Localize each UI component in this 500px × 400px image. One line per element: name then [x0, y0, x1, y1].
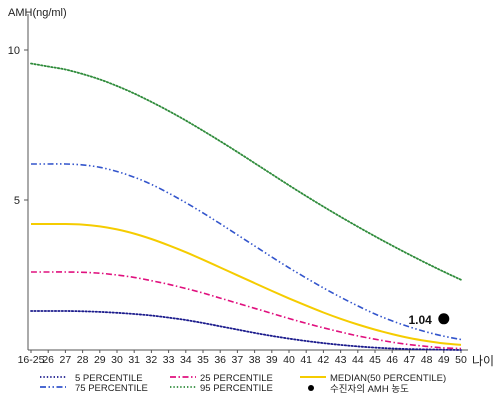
x-tick-label: 50 — [455, 354, 467, 366]
x-tick-label: 46 — [386, 354, 398, 366]
x-tick-label: 27 — [60, 354, 72, 366]
patient-amh-point — [438, 313, 450, 325]
x-tick-label: 31 — [128, 354, 140, 366]
x-tick-label: 40 — [283, 354, 295, 366]
series-lines — [30, 62, 462, 351]
x-tick-label: 36 — [214, 354, 226, 366]
legend-item-patient-swatch — [308, 385, 314, 391]
series-line-25 — [31, 271, 462, 350]
x-tick-label: 45 — [369, 354, 381, 366]
x-tick-label: 43 — [335, 354, 347, 366]
x-tick-label: 35 — [197, 354, 209, 366]
series-line-median — [31, 222, 462, 346]
x-tick-label: 39 — [266, 354, 278, 366]
x-tick-label: 30 — [111, 354, 123, 366]
series-line-75 — [31, 163, 462, 341]
x-tick-label: 47 — [404, 354, 416, 366]
patient-amh-label: 1.04 — [408, 313, 432, 327]
legend-item-median-label: MEDIAN(50 PERCENTILE) — [330, 373, 446, 384]
x-tick-label: 26 — [42, 354, 54, 366]
y-tick-label: 5 — [14, 195, 20, 207]
x-tick-label: 16-25 — [18, 354, 45, 366]
legend: 5 PERCENTILE 25 PERCENTILE MEDIAN(50 PERCE… — [40, 373, 446, 395]
x-tick-label: 32 — [146, 354, 158, 366]
x-tick-label: 48 — [421, 354, 433, 366]
legend-item-95-label: 95 PERCENTILE — [200, 383, 273, 394]
legend-item-patient-label: 수진자의 AMH 농도 — [330, 384, 409, 395]
x-tick-label: 37 — [232, 354, 244, 366]
x-tick-label: 38 — [249, 354, 261, 366]
series-line-95 — [30, 62, 462, 281]
y-tick-label: 10 — [8, 45, 20, 57]
series-line-5 — [30, 310, 462, 351]
x-axis-label: 나이 — [472, 354, 494, 368]
x-tick-label: 41 — [300, 354, 312, 366]
annotation-marks: 1.04 — [408, 313, 450, 327]
y-ticks: 5 10 — [8, 45, 28, 207]
legend-item-25-label: 25 PERCENTILE — [200, 373, 273, 384]
x-tick-label: 29 — [94, 354, 106, 366]
y-axis-label: AMH(ng/ml) — [8, 7, 67, 19]
x-tick-label: 33 — [163, 354, 175, 366]
x-tick-label: 34 — [180, 354, 192, 366]
legend-item-75-label: 75 PERCENTILE — [75, 383, 148, 394]
axes — [27, 14, 468, 351]
x-tick-label: 44 — [352, 354, 364, 366]
x-tick-label: 28 — [77, 354, 89, 366]
x-tick-label: 42 — [318, 354, 330, 366]
x-tick-label: 49 — [438, 354, 450, 366]
legend-item-5-label: 5 PERCENTILE — [75, 373, 143, 384]
